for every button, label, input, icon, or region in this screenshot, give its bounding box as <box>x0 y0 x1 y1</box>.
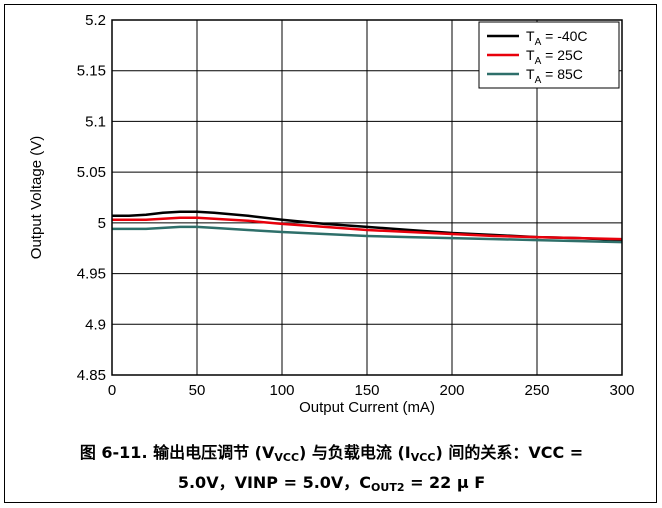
series-line-3 <box>112 225 623 244</box>
y-tick-label: 4.95 <box>77 266 106 283</box>
y-tick-label: 5.05 <box>77 164 106 181</box>
y-tick-label: 4.85 <box>77 367 106 384</box>
caption-line-1: 图 6-11. 输出电压调节 (VVCC) 与负载电流 (IVCC) 间的关系：… <box>5 440 658 470</box>
series-line-2 <box>112 216 623 241</box>
caption-subscript-ivcc: VCC <box>410 451 436 464</box>
caption-subscript-cout2: OUT2 <box>371 481 405 494</box>
legend-entry: TA = 85C <box>526 66 583 86</box>
line-chart: 0 50 100 150 200 250 300 4.85 4.9 4.95 5 5.05 5.1 5.… <box>28 12 635 416</box>
y-tick-label: 5.1 <box>85 113 106 130</box>
y-tick-label: 5.2 <box>85 12 106 29</box>
legend-entry: TA = -40C <box>526 28 588 48</box>
x-tick-label: 150 <box>354 382 379 399</box>
plot-area-border <box>111 19 623 376</box>
x-tick-label: 300 <box>609 382 634 399</box>
x-tick-label: 100 <box>269 382 294 399</box>
y-axis-label: Output Voltage (V) <box>28 136 45 259</box>
caption-subscript-vcc: VCC <box>274 451 300 464</box>
y-tick-label: 5 <box>98 215 106 232</box>
figure-caption: 图 6-11. 输出电压调节 (VVCC) 与负载电流 (IVCC) 间的关系：… <box>5 440 658 500</box>
x-tick-label: 0 <box>108 382 116 399</box>
legend-entry: TA = 25C <box>526 47 583 67</box>
x-tick-label: 200 <box>439 382 464 399</box>
caption-text-2: ) 与负载电流 (I <box>299 443 411 462</box>
x-tick-label: 50 <box>189 382 206 399</box>
y-tick-label: 4.9 <box>85 316 106 333</box>
figure-frame: 0 50 100 150 200 250 300 4.85 4.9 4.95 5 5.05 5.1 5.… <box>4 4 657 503</box>
x-axis-label: Output Current (mA) <box>299 399 435 416</box>
caption-text-1: 图 6-11. 输出电压调节 (V <box>79 443 275 462</box>
x-tick-label: 250 <box>524 382 549 399</box>
caption-text-3: ) 间的关系：VCC = <box>435 443 584 462</box>
caption-line-2: 5.0V，VINP = 5.0V，COUT2 = 22 µ F <box>5 470 658 500</box>
y-tick-label: 5.15 <box>77 63 106 80</box>
x-tick-labels: 0 50 100 150 200 250 300 <box>108 382 635 399</box>
caption-text-5: = 22 µ F <box>404 473 486 492</box>
y-tick-labels: 4.85 4.9 4.95 5 5.05 5.1 5.15 5.2 <box>77 12 106 384</box>
data-series <box>112 210 623 244</box>
caption-text-4: 5.0V，VINP = 5.0V，C <box>177 473 372 492</box>
